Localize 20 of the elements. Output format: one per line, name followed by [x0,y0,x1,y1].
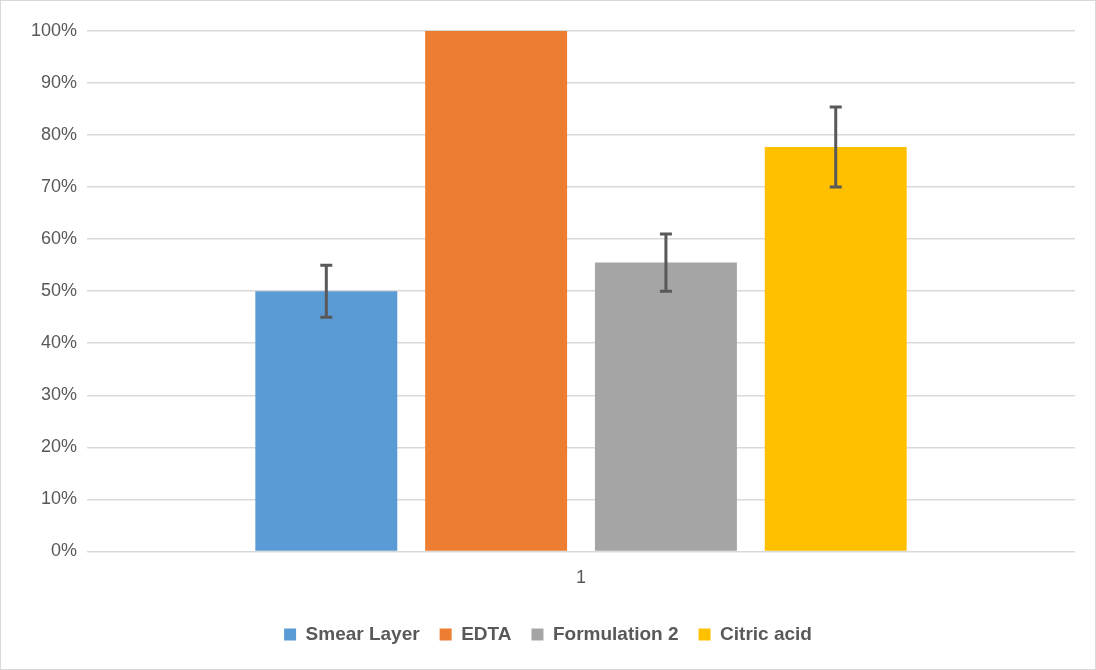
bar [594,262,737,551]
y-tick-label: 100% [30,19,78,40]
y-tick-label: 70% [41,176,78,197]
bar [764,147,907,551]
x-tick-label: 1 [576,567,587,588]
legend-label: Smear Layer [305,622,421,644]
y-tick-label: 20% [41,436,78,457]
y-tick-label: 30% [41,384,78,405]
y-tick-label: 40% [41,332,78,353]
y-tick-label: 10% [41,488,78,509]
y-tick-label: 90% [41,72,78,93]
legend-label: EDTA [461,622,512,644]
bar [425,31,568,551]
y-tick-label: 80% [41,124,78,145]
bar [255,291,398,551]
legend-label: Citric acid [720,622,812,644]
y-tick-label: 60% [41,228,78,249]
legend-label: Formulation 2 [552,622,679,644]
y-tick-label: 0% [51,540,78,561]
y-tick-label: 50% [41,280,78,301]
